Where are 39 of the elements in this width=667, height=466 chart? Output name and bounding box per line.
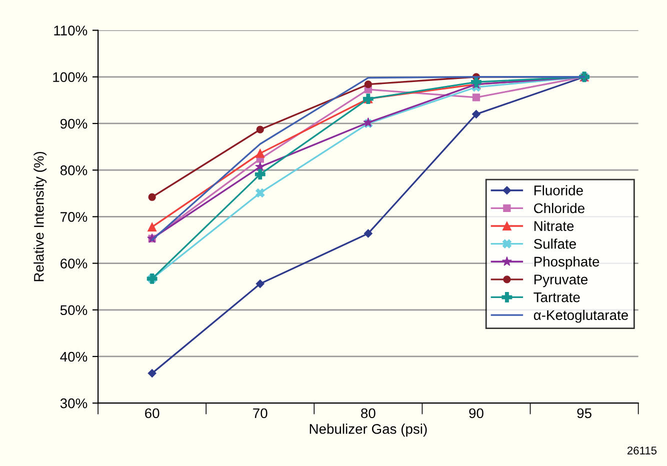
x-tick-label: 90 <box>469 408 484 418</box>
legend-label: Tartrate <box>534 292 580 302</box>
y-tick-label: 90% <box>60 118 88 129</box>
y-tick-label: 100% <box>53 72 88 82</box>
point <box>256 188 265 198</box>
y-tick-label: 30% <box>60 398 88 408</box>
point <box>148 222 157 232</box>
point <box>148 368 156 378</box>
point <box>364 80 372 88</box>
x-tick-label: 95 <box>577 408 592 418</box>
point <box>364 229 372 238</box>
point <box>255 162 266 172</box>
y-axis-title: Relative Intensity (%) <box>34 152 47 282</box>
y-tick-label: 40% <box>60 352 88 362</box>
legend-label: Sulfate <box>534 238 576 249</box>
y-tick-label: 80% <box>60 165 88 176</box>
y-tick-label: 60% <box>60 258 88 268</box>
text: 26115 <box>627 446 657 454</box>
point <box>256 126 264 134</box>
point <box>256 148 265 158</box>
y-tick-label: 50% <box>60 305 88 316</box>
x-tick-label: 60 <box>145 408 160 418</box>
x-tick-label: 70 <box>253 408 268 418</box>
y-tick-label: 110% <box>54 26 88 36</box>
x-tick-label: 80 <box>361 408 376 418</box>
point <box>254 169 266 180</box>
legend-label: Phosphate <box>534 256 600 270</box>
legend-label: Chloride <box>534 202 584 214</box>
point <box>472 94 480 102</box>
legend-label: α-Ketoglutarate <box>534 310 628 323</box>
legend-label: Pyruvate <box>534 274 588 288</box>
point <box>148 193 156 201</box>
point <box>472 110 481 118</box>
x-axis-title: Nebulizer Gas (psi) <box>310 424 427 437</box>
point <box>471 76 482 88</box>
legend-label: Fluoride <box>534 185 583 196</box>
legend-label: Nitrate <box>534 220 574 231</box>
point <box>256 280 264 288</box>
y-tick-label: 70% <box>60 212 88 222</box>
